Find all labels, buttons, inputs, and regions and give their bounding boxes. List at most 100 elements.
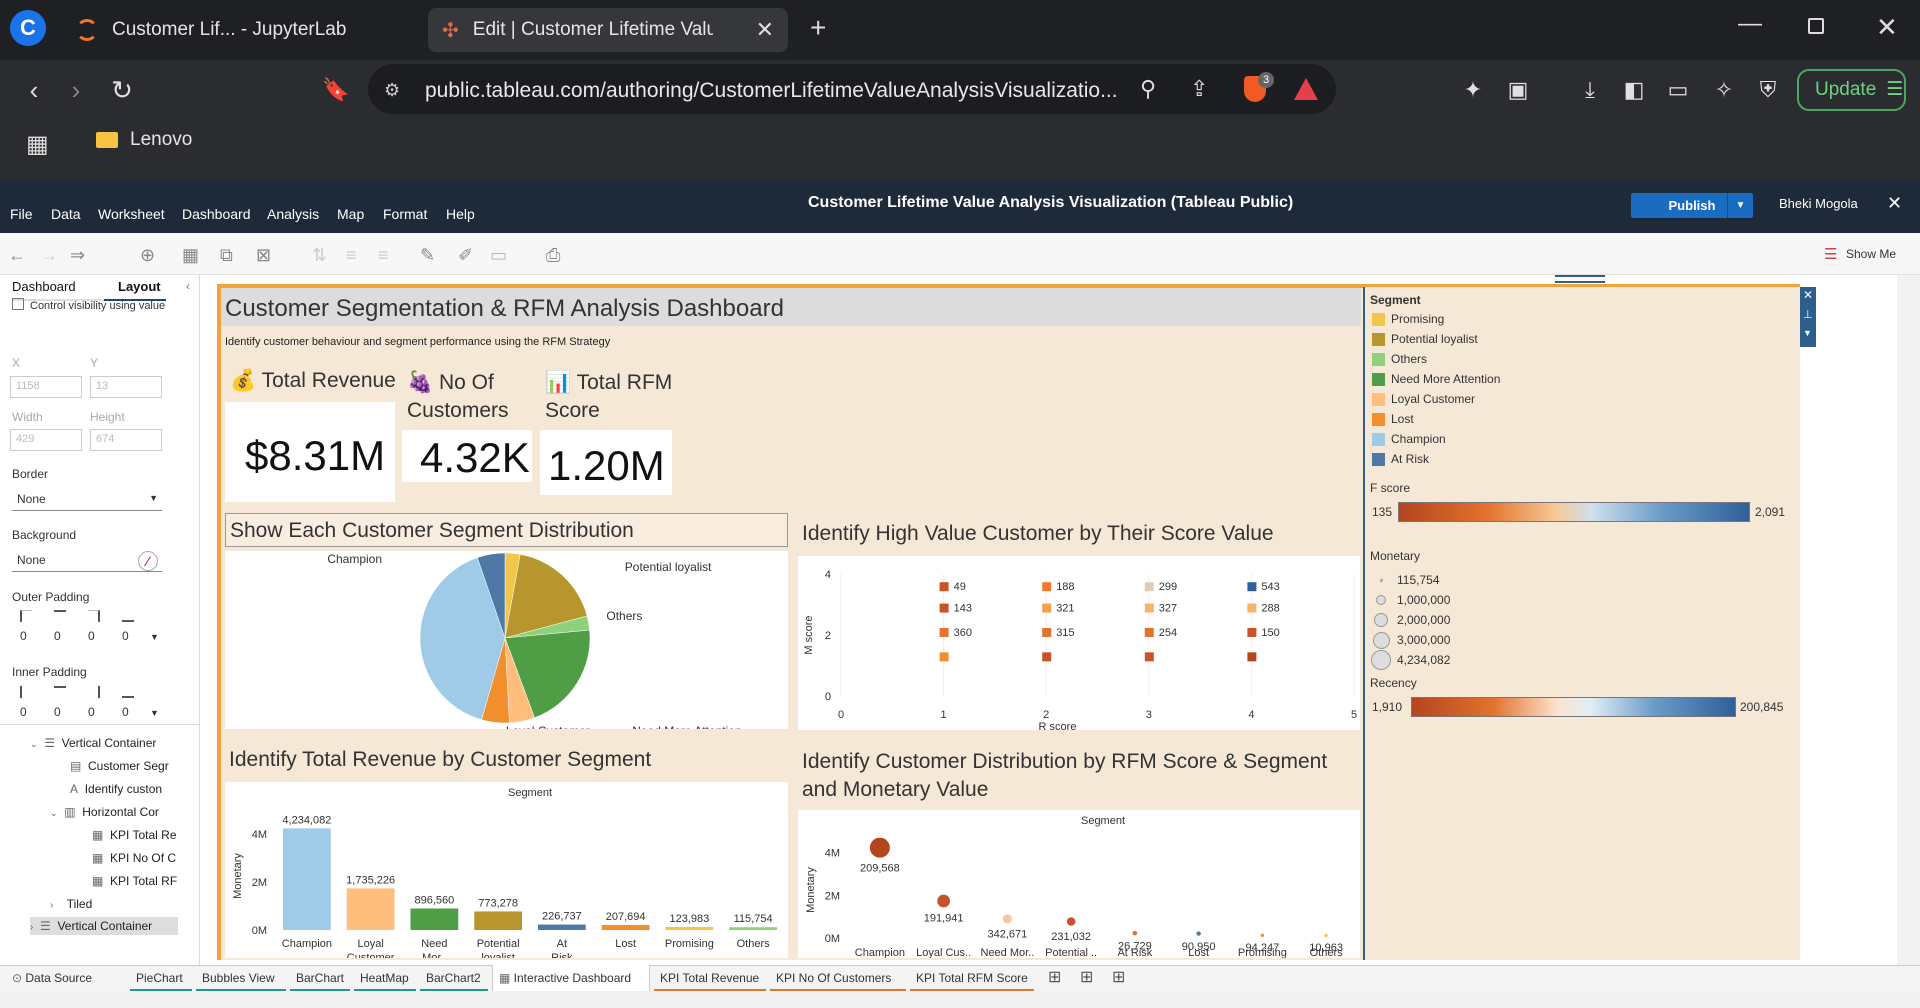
- outer-padding-right[interactable]: 0: [88, 629, 95, 643]
- collapse-pane-icon[interactable]: ‹: [186, 279, 190, 293]
- site-info-icon[interactable]: ⚙: [384, 80, 401, 100]
- vpn-icon[interactable]: ⛨: [1759, 77, 1777, 102]
- pie-title-box[interactable]: [225, 513, 788, 547]
- kpi-revenue-card[interactable]: [225, 402, 395, 502]
- new-tab-icon[interactable]: +: [810, 12, 827, 43]
- sheet-tab-piechart[interactable]: PieChart: [130, 965, 192, 991]
- tree-item[interactable]: ⌄ ▥ Horizontal Cor: [50, 805, 159, 819]
- legend-label-others[interactable]: Others: [1391, 352, 1428, 366]
- sort-desc-icon[interactable]: ≡: [378, 245, 389, 265]
- control-visibility-checkbox[interactable]: [12, 298, 24, 310]
- bubble-potential[interactable]: [1066, 917, 1076, 926]
- sheet-tab-kpi-total-revenue[interactable]: KPI Total Revenue: [654, 965, 766, 991]
- publish-button[interactable]: Publish: [1631, 193, 1753, 218]
- bubble-others[interactable]: [1324, 933, 1328, 938]
- tree-item[interactable]: ⌄ ☰ Vertical Container: [30, 736, 157, 750]
- tree-item[interactable]: ▦ KPI Total Re: [92, 828, 177, 842]
- height-field[interactable]: 674: [90, 429, 162, 451]
- inner-padding-right[interactable]: 0: [88, 705, 95, 719]
- bar-loyal-customer[interactable]: [346, 888, 395, 930]
- menu-map[interactable]: Map: [337, 206, 365, 222]
- bar-others[interactable]: [729, 927, 777, 930]
- scatter-point[interactable]: [1247, 627, 1257, 637]
- bubble-chart[interactable]: Segment Monetary 0M 2M 4M 209,568 Champion 191,…: [798, 810, 1360, 958]
- scatter-point[interactable]: [1042, 582, 1052, 592]
- clear-sheet-icon[interactable]: ⊠: [256, 245, 272, 265]
- legend-label-potential-loyalist[interactable]: Potential loyalist: [1391, 332, 1478, 346]
- sheet-tab-heatmap[interactable]: HeatMap: [354, 965, 416, 991]
- bubble-at-risk[interactable]: [1132, 930, 1138, 936]
- border-select[interactable]: None ▼: [12, 489, 162, 511]
- extensions-icon[interactable]: ✦: [1463, 77, 1483, 102]
- bubble-need-mor[interactable]: [1002, 914, 1012, 924]
- legend-pane[interactable]: [1363, 287, 1800, 960]
- bar-lost[interactable]: [601, 925, 650, 930]
- legend-swatch-potential-loyalist[interactable]: [1372, 333, 1385, 346]
- highlight-icon[interactable]: ✎: [420, 245, 436, 265]
- revenue-bar-pane[interactable]: Segment Monetary 0M 2M 4M 4,234,082 Champion 1,…: [225, 782, 788, 958]
- pie-slice-need-more-attention[interactable]: [504, 629, 591, 719]
- close-tab-icon[interactable]: ✕: [755, 17, 774, 42]
- replay-icon[interactable]: ⇒: [70, 245, 86, 265]
- leo-ai-icon[interactable]: ✧: [1714, 77, 1734, 102]
- inner-padding-bottom[interactable]: 0: [122, 705, 129, 719]
- bookmark-page-icon[interactable]: 🔖: [322, 77, 350, 102]
- update-button[interactable]: Update ☰: [1797, 69, 1906, 111]
- scatter-point[interactable]: [939, 603, 949, 613]
- fit-icon[interactable]: ▭: [490, 245, 508, 265]
- tree-item[interactable]: › Tiled: [50, 897, 93, 911]
- tree-item[interactable]: ▤ Customer Segr: [70, 759, 169, 773]
- browser-logo[interactable]: C: [10, 10, 46, 46]
- wallet-icon[interactable]: ▭: [1667, 77, 1689, 102]
- bubble-chart-pane[interactable]: Segment Monetary 0M 2M 4M 209,568 Champion 191,…: [798, 810, 1360, 958]
- tab-layout[interactable]: Layout: [118, 279, 161, 294]
- bar-potential-loyalist[interactable]: [474, 911, 522, 930]
- apps-grid-icon[interactable]: ▦: [26, 131, 49, 158]
- outer-padding-left[interactable]: 0: [20, 629, 27, 643]
- sheet-tab-barchart2[interactable]: BarChart2: [420, 965, 488, 991]
- scatter-point[interactable]: [1247, 652, 1257, 662]
- bubble-loyal-cus[interactable]: [937, 894, 951, 908]
- rewards-icon[interactable]: [1294, 78, 1318, 100]
- sheet-tab-bubbles-view[interactable]: Bubbles View: [196, 965, 286, 991]
- sheet-tab-kpi-no-of-customers[interactable]: KPI No Of Customers: [770, 965, 906, 991]
- close-authoring-icon[interactable]: ✕: [1887, 193, 1903, 213]
- user-name[interactable]: Bheki Mogola: [1779, 196, 1858, 211]
- outer-padding-top[interactable]: 0: [54, 629, 61, 643]
- chevron-down-icon[interactable]: ▼: [150, 632, 159, 642]
- pie-slice-at-risk[interactable]: [477, 552, 506, 639]
- x-field[interactable]: 1158: [10, 376, 82, 398]
- undo-icon[interactable]: ←: [8, 245, 26, 265]
- bubble-lost[interactable]: [1196, 931, 1201, 936]
- menu-format[interactable]: Format: [383, 206, 428, 222]
- background-select[interactable]: None ⁄: [12, 550, 162, 572]
- zoom-icon[interactable]: ⚲: [1140, 76, 1157, 101]
- bar-at-risk[interactable]: [538, 924, 586, 930]
- bar-champion[interactable]: [283, 828, 331, 930]
- menu-dashboard[interactable]: Dashboard: [182, 206, 251, 222]
- kpi-customers-card[interactable]: [402, 430, 532, 482]
- menu-data[interactable]: Data: [51, 206, 81, 222]
- new-dashboard-icon[interactable]: ⊞: [1080, 969, 1094, 986]
- tree-item[interactable]: ▦ KPI No Of C: [92, 851, 177, 865]
- browser-tab-tableau[interactable]: ✣ Edit | Customer Lifetime Value Ar ✕: [428, 8, 788, 52]
- scatter-point[interactable]: [1144, 627, 1154, 637]
- menu-help[interactable]: Help: [446, 206, 475, 222]
- new-worksheet-icon[interactable]: ⊞: [1048, 969, 1062, 986]
- scatter-point[interactable]: [1247, 582, 1257, 592]
- tree-item[interactable]: ▦ KPI Total RF: [92, 874, 178, 888]
- pie-chart-pane[interactable]: Potential loyalist Others Need More Attent…: [225, 551, 788, 729]
- legend-swatch-promising[interactable]: [1372, 313, 1385, 326]
- address-bar[interactable]: [368, 64, 1336, 114]
- pin-icon[interactable]: ⊥: [1803, 309, 1813, 321]
- sheet-tab-interactive-dashboard[interactable]: ▦ Interactive Dashboard: [492, 965, 650, 991]
- redo-icon[interactable]: →: [40, 245, 58, 265]
- legend-label-champion[interactable]: Champion: [1391, 432, 1446, 446]
- bookmark-lenovo[interactable]: Lenovo: [130, 129, 193, 150]
- browser-tab-jupyter[interactable]: Customer Lif... - JupyterLab: [60, 8, 420, 52]
- tree-item-selected[interactable]: › ☰ Vertical Container: [30, 917, 178, 935]
- bar-promising[interactable]: [665, 927, 714, 930]
- sidebar-icon[interactable]: ◧: [1623, 77, 1645, 102]
- scatter-point[interactable]: [1042, 627, 1052, 637]
- new-sheet-icon[interactable]: ▦: [182, 245, 200, 265]
